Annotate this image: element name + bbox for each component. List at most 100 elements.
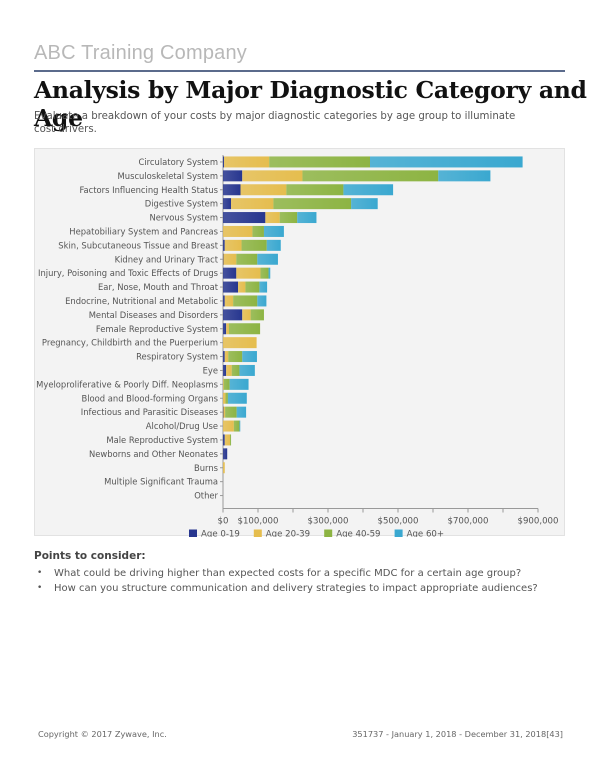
bar-segment [279, 212, 298, 224]
bar-segment [223, 378, 230, 390]
bar-segment [343, 184, 394, 196]
bar-segment [224, 239, 242, 251]
bar-segment [227, 392, 247, 404]
bar-segment [268, 267, 271, 279]
bar-segment [238, 281, 246, 293]
bar-segment [223, 378, 224, 390]
category-label: Other [194, 491, 218, 501]
point-item: • How can you structure communication an… [34, 581, 574, 596]
category-label: Injury, Poisoning and Toxic Effects of D… [38, 268, 218, 278]
category-label: Pregnancy, Childbirth and the Puerperium [42, 338, 218, 348]
bar-segment [257, 253, 278, 265]
x-tick-label: $900,000 [517, 517, 558, 527]
bar-segment [236, 267, 261, 279]
category-label: Kidney and Urinary Tract [115, 254, 219, 264]
category-label: Factors Influencing Health Status [79, 185, 218, 195]
bar-segment [225, 406, 237, 418]
point-text: What could be driving higher than expect… [54, 568, 522, 579]
bar-segment [239, 364, 255, 376]
bar-segment [240, 184, 287, 196]
legend-swatch [253, 529, 262, 537]
bar-segment [273, 198, 352, 210]
page-subtitle: Evaluate a breakdown of your costs by ma… [34, 111, 516, 135]
bar-segment [223, 212, 266, 224]
bar-segment [223, 156, 225, 168]
bar-segment [269, 156, 370, 168]
bar-segment [259, 281, 268, 293]
bar-segment [260, 267, 269, 279]
point-text: How can you structure communication and … [54, 583, 538, 594]
bar-segment [223, 267, 237, 279]
bar-segment [224, 434, 230, 446]
bar-segment [223, 323, 227, 335]
category-label: Digestive System [145, 199, 218, 209]
bar-segment [223, 337, 257, 349]
bar-segment [438, 170, 491, 182]
x-tick-label: $0 [218, 517, 229, 527]
bar-segment [223, 462, 225, 474]
bar-segment [226, 323, 229, 335]
bar-segment [233, 295, 258, 307]
stacked-bar-chart: Circulatory System Musculoskeletal System… [36, 155, 559, 538]
bar-segment [302, 170, 439, 182]
category-label: Musculoskeletal System [118, 171, 218, 181]
bar-segment [263, 225, 284, 237]
bar-segment [224, 295, 234, 307]
category-label: Male Reproductive System [106, 435, 218, 445]
bar-segment [224, 351, 229, 363]
category-label: Respiratory System [136, 352, 218, 362]
chart-panel: Circulatory System Musculoskeletal System… [34, 148, 565, 538]
bar-segment [242, 351, 257, 363]
bar-segment [229, 378, 249, 390]
bar-segment [223, 448, 228, 460]
page-title: Analysis by Major Diagnostic Category an… [34, 76, 587, 132]
bar-segment [223, 253, 237, 265]
category-label: Mental Diseases and Disorders [89, 310, 218, 320]
legend-swatch [189, 529, 197, 537]
points-to-consider: Points to consider: • What could be driv… [34, 550, 574, 596]
legend-label: Age 0-19 [201, 530, 240, 538]
bar-segment [223, 434, 225, 446]
bar-segment [233, 420, 240, 432]
bullet-icon: • [37, 568, 43, 578]
x-tick-label: $700,000 [447, 517, 488, 527]
category-label: Circulatory System [138, 157, 218, 167]
category-label: Female Reproductive System [96, 324, 218, 334]
category-label: Myeloproliferative & Poorly Diff. Neopla… [36, 379, 218, 389]
bar-segment [223, 295, 225, 307]
bar-segment [239, 420, 241, 432]
bar-segment [252, 225, 264, 237]
bullet-icon: • [37, 583, 43, 593]
category-label: Endocrine, Nutritional and Metabolic [65, 296, 218, 306]
category-label: Skin, Subcutaneous Tissue and Breast [58, 240, 218, 250]
bar-segment [241, 239, 267, 251]
bar-segment [223, 309, 243, 321]
legend-label: Age 20-39 [266, 530, 310, 538]
bar-segment [297, 212, 317, 224]
bar-segment [231, 364, 240, 376]
bar-segment [370, 156, 523, 168]
footer-copyright: Copyright © 2017 Zywave, Inc. [38, 729, 167, 739]
point-item: • What could be driving higher than expe… [34, 566, 574, 581]
bar-segment [265, 212, 280, 224]
bar-segment [245, 281, 260, 293]
legend-swatch [394, 529, 403, 537]
bar-segment [286, 184, 344, 196]
legend-label: Age 40-59 [336, 530, 380, 538]
bar-segment [257, 295, 267, 307]
bar-segment [242, 309, 251, 321]
points-title: Points to consider: [34, 550, 146, 562]
bar-segment [223, 170, 243, 182]
bar-segment [236, 253, 258, 265]
header-divider [34, 70, 565, 72]
bar-segment [223, 281, 239, 293]
bar-segment [226, 364, 232, 376]
bar-segment [266, 239, 281, 251]
bar-segment [242, 170, 303, 182]
bar-segment [223, 239, 225, 251]
category-label: Multiple Significant Trauma [104, 477, 218, 487]
bar-segment [223, 351, 225, 363]
category-label: Ear, Nose, Mouth and Throat [98, 282, 219, 292]
category-label: Burns [194, 463, 218, 473]
category-label: Blood and Blood-forming Organs [81, 393, 218, 403]
